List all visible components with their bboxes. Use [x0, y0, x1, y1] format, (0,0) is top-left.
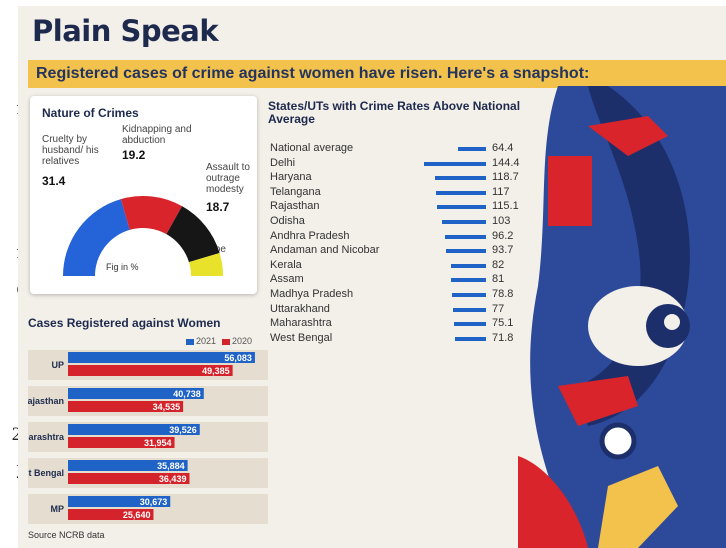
rate-bar — [446, 249, 486, 253]
rate-bar — [458, 147, 486, 151]
rate-label: Andaman and Nicobar — [270, 244, 379, 256]
legend-2021: 2021 — [186, 336, 216, 346]
rate-bar — [436, 191, 486, 195]
infographic-title: Plain Speak — [32, 14, 218, 48]
slice-label-2: Assault to outrage modesty — [206, 162, 256, 195]
slice-label-1: Kidnapping and abduction — [122, 124, 192, 146]
case-value-label: 39,526 — [169, 425, 197, 435]
rate-value: 78.8 — [492, 288, 513, 300]
slice-label-0: Cruelty by husband/ his relatives — [42, 134, 106, 167]
case-value-label: 36,439 — [159, 474, 187, 484]
legend-label-2021: 2021 — [196, 336, 216, 346]
subtitle-band: Registered cases of crime against women … — [28, 60, 726, 88]
legend-swatch-2020 — [222, 339, 230, 345]
rate-value: 81 — [492, 273, 504, 285]
rate-value: 96.2 — [492, 230, 513, 242]
rate-label: Odisha — [270, 215, 305, 227]
legend-label-2020: 2020 — [232, 336, 252, 346]
rate-value: 82 — [492, 259, 504, 271]
illustration-woman-face — [518, 86, 726, 548]
rate-bar — [454, 322, 486, 326]
rate-value: 144.4 — [492, 157, 520, 169]
case-value-label: 30,673 — [140, 497, 168, 507]
rate-label: Madhya Pradesh — [270, 288, 353, 300]
legend-swatch-2021 — [186, 339, 194, 345]
case-state-label: MP — [51, 504, 65, 514]
rate-value: 117 — [492, 186, 510, 198]
rate-value: 77 — [492, 303, 504, 315]
case-state-label: Maharashtra — [28, 432, 65, 442]
rate-bar — [435, 176, 486, 180]
rate-label: Telangana — [270, 186, 321, 198]
rate-bar — [453, 308, 486, 312]
rate-value: 75.1 — [492, 317, 513, 329]
case-value-label: 34,535 — [153, 402, 181, 412]
rate-label: Rajasthan — [270, 200, 320, 212]
rate-value: 115.1 — [492, 200, 519, 212]
rate-label: Kerala — [270, 259, 302, 271]
rate-bar — [451, 264, 486, 268]
slice-label-3: Rape — [202, 244, 226, 255]
unit-note: Fig in % — [106, 262, 139, 272]
infographic-subtitle: Registered cases of crime against women … — [36, 65, 589, 83]
case-value-label: 25,640 — [123, 510, 151, 520]
rate-value: 103 — [492, 215, 510, 227]
case-value-label: 31,954 — [144, 438, 172, 448]
rate-label: Andhra Pradesh — [270, 230, 350, 242]
source-note: Source NCRB data — [28, 530, 105, 540]
infographic-panel: Plain Speak Registered cases of crime ag… — [18, 6, 726, 548]
rate-bar — [451, 278, 486, 282]
rate-bar — [437, 205, 486, 209]
slice-value-2: 18.7 — [206, 200, 229, 214]
cases-bar-chart: UP 56,083 49,385 Rajasthan 40,738 34,535 Mahar… — [28, 348, 268, 528]
rates-bar-chart: National average 64.4 Delhi 144.4 Haryana 118… — [266, 136, 528, 406]
rate-bar — [445, 235, 486, 239]
rate-bar — [442, 220, 486, 224]
slice-value-3: 7.1 — [202, 256, 219, 270]
rate-label: Maharashtra — [270, 317, 332, 329]
rate-label: West Bengal — [270, 332, 332, 344]
nature-of-crimes-title: Nature of Crimes — [42, 106, 139, 120]
cases-chart-title: Cases Registered against Women — [28, 316, 221, 330]
rate-label: Assam — [270, 273, 304, 285]
rates-chart-title: States/UTs with Crime Rates Above Nation… — [268, 100, 528, 126]
case-value-label: 56,083 — [224, 353, 252, 363]
rate-value: 93.7 — [492, 244, 513, 256]
rate-label: National average — [270, 142, 353, 154]
case-state-label: West Bengal — [28, 468, 64, 478]
case-value-label: 40,738 — [173, 389, 201, 399]
rate-value: 64.4 — [492, 142, 513, 154]
rate-bar — [452, 293, 486, 297]
rate-bar — [455, 337, 486, 341]
rate-label: Haryana — [270, 171, 312, 183]
slice-value-0: 31.4 — [42, 174, 65, 188]
donut-slice-1 — [121, 196, 182, 234]
rate-bar — [424, 162, 486, 166]
case-value-label: 49,385 — [202, 366, 230, 376]
rate-value: 118.7 — [492, 171, 519, 183]
rate-value: 71.8 — [492, 332, 513, 344]
slice-value-1: 19.2 — [122, 148, 145, 162]
case-value-label: 35,884 — [157, 461, 185, 471]
legend-2020: 2020 — [222, 336, 252, 346]
case-state-label: UP — [51, 360, 64, 370]
nature-of-crimes-card: Nature of Crimes Cruelty by husband/ his… — [30, 96, 257, 294]
rate-label: Delhi — [270, 157, 295, 169]
rate-label: Uttarakhand — [270, 303, 330, 315]
case-state-label: Rajasthan — [28, 396, 64, 406]
